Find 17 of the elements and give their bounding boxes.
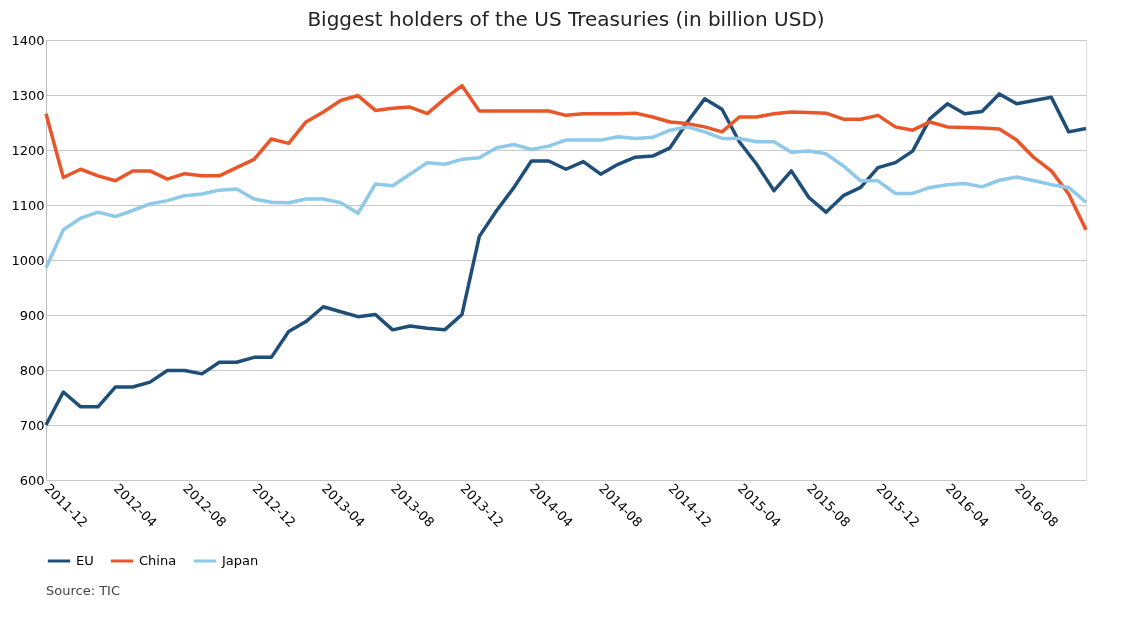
- chart-title: Biggest holders of the US Treasuries (in billion USD): [307, 7, 825, 31]
- y-tick-label: 1000: [11, 252, 45, 268]
- legend-label: China: [139, 553, 177, 568]
- line-series: [44, 92, 1088, 427]
- line-series: [44, 125, 1088, 270]
- legend-label: Japan: [221, 553, 259, 568]
- source-note: Source: TIC: [46, 583, 121, 598]
- y-tick-label: 600: [19, 472, 45, 488]
- line-series: [44, 83, 1088, 232]
- legend-label: EU: [76, 553, 94, 568]
- y-tick-label: 1300: [11, 87, 45, 103]
- y-tick-label: 800: [19, 362, 45, 378]
- y-tick-label: 700: [19, 417, 45, 433]
- y-tick-label: 1200: [11, 142, 45, 158]
- y-tick-label: 900: [19, 307, 45, 323]
- y-tick-label: 1100: [11, 197, 45, 213]
- y-tick-label: 1400: [11, 32, 45, 48]
